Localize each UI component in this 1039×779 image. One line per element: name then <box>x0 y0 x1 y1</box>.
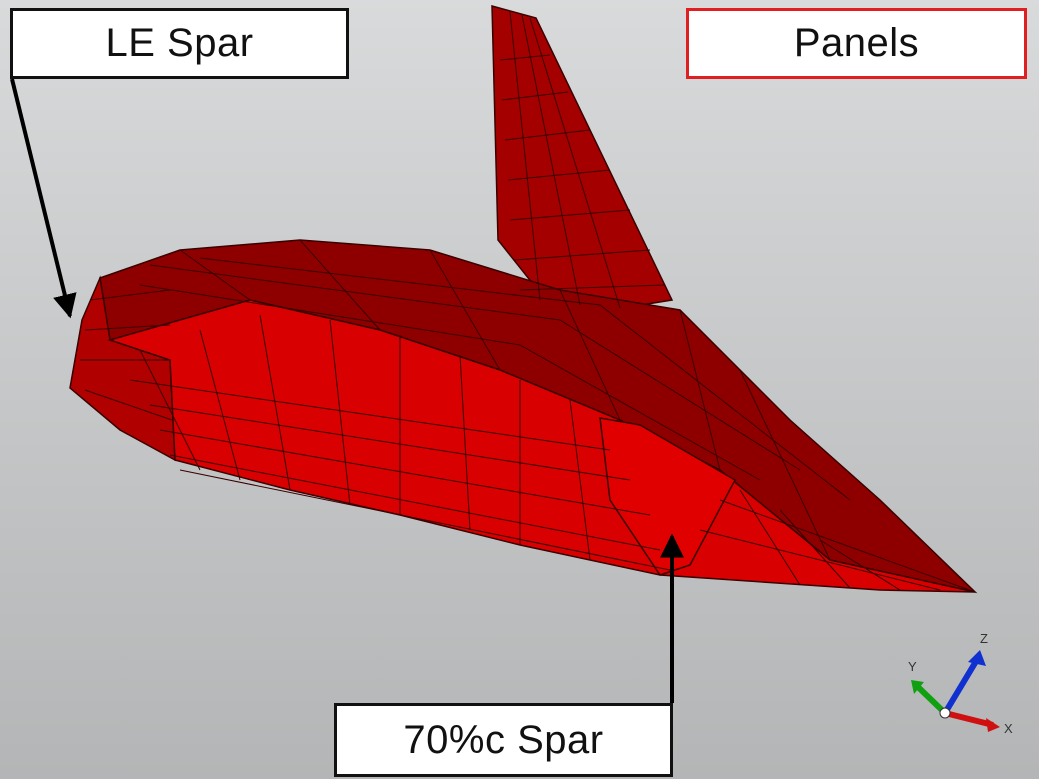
spar-70c-surface <box>599 417 737 576</box>
le-spar-label: LE Spar <box>105 21 254 65</box>
triad-z-axis <box>942 656 981 715</box>
coordinate-triad[interactable]: Z Y X <box>908 631 1013 736</box>
vertical-tail <box>491 5 674 319</box>
triad-y-label: Y <box>908 659 917 674</box>
spar-70c-callout: 70%c Spar <box>334 703 673 777</box>
wing-mesh <box>69 5 978 594</box>
triad-y-axis <box>914 683 948 716</box>
triad-x-label: X <box>1004 721 1013 736</box>
triad-x-axis <box>944 710 994 728</box>
triad-z-label: Z <box>980 631 988 646</box>
spar-70c-label: 70%c Spar <box>403 717 604 762</box>
panels-callout: Panels <box>686 8 1027 79</box>
le-spar-callout: LE Spar <box>10 8 349 79</box>
panels-label: Panels <box>793 21 920 65</box>
le-spar-arrow <box>10 78 77 319</box>
